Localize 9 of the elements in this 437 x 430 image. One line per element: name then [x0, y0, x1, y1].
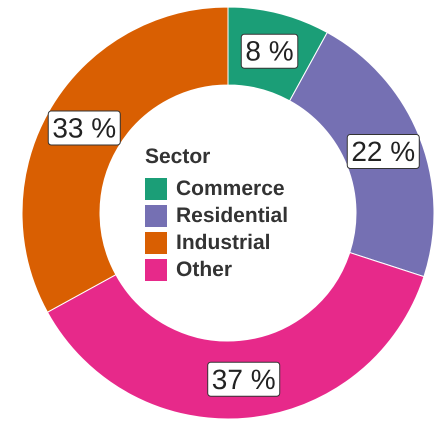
legend-label: Other — [176, 258, 232, 282]
legend-label: Residential — [176, 204, 288, 228]
data-label: 33 % — [52, 112, 116, 144]
data-label: 8 % — [245, 36, 294, 67]
data-label: 22 % — [351, 136, 416, 168]
legend-label: Industrial — [176, 230, 271, 254]
legend-title: Sector — [145, 145, 212, 169]
legend-label: Commerce — [176, 176, 285, 200]
data-label: 37 % — [212, 364, 276, 395]
